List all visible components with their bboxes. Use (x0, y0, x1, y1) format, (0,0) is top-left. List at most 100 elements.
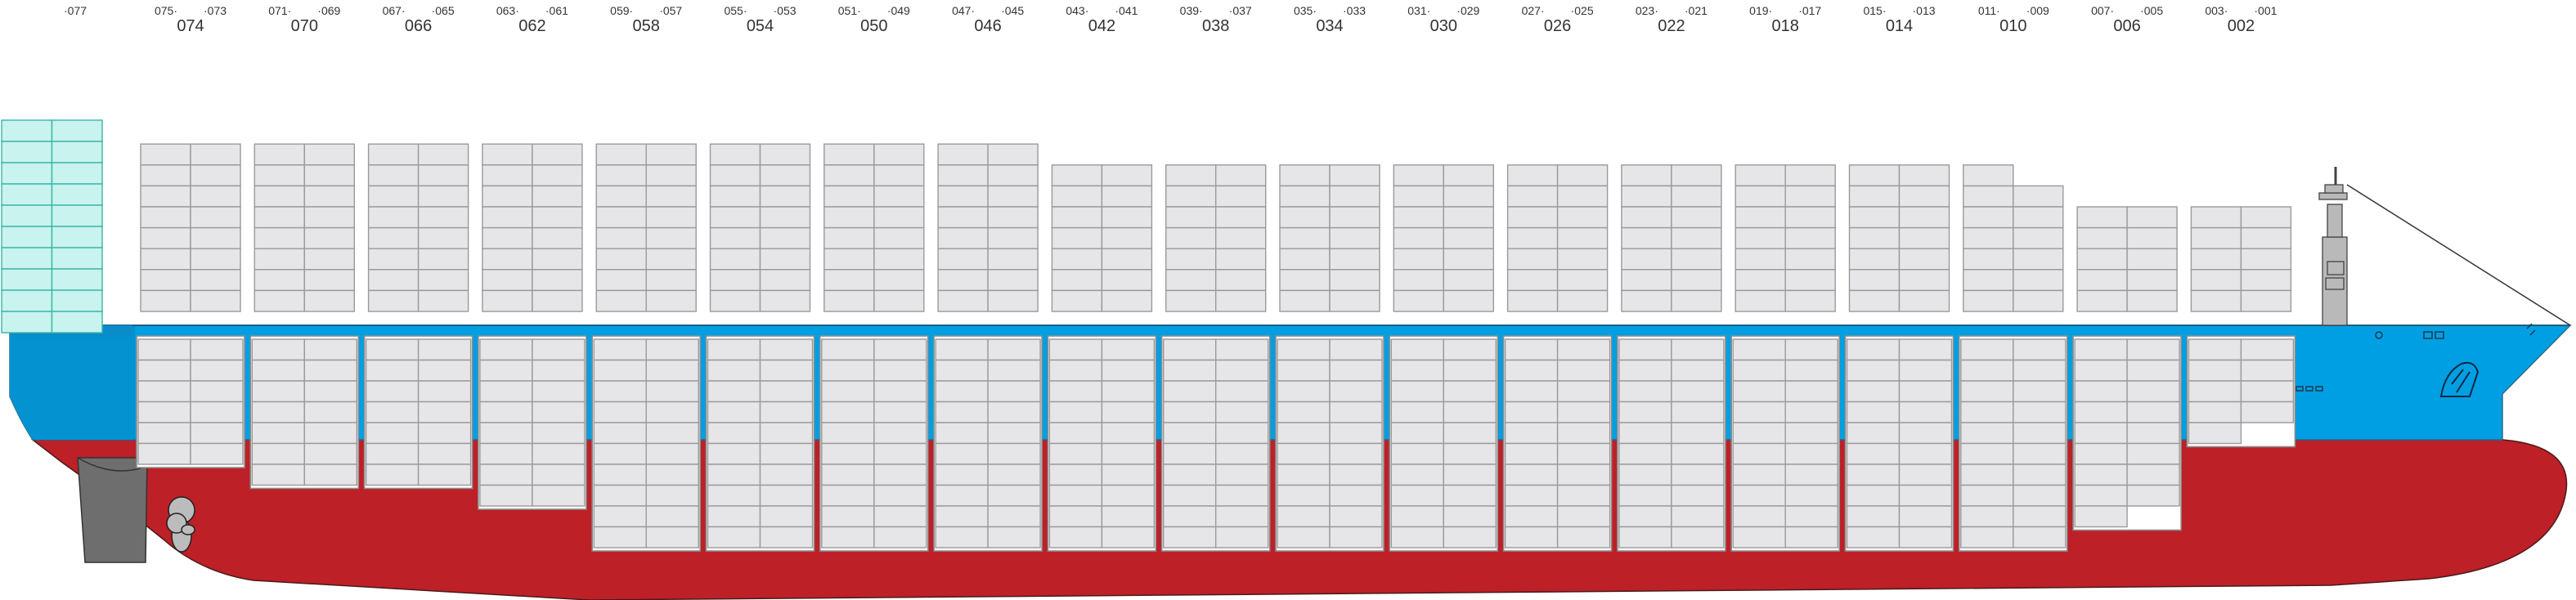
hold-container (1390, 526, 1445, 549)
deck-container (937, 248, 989, 271)
hold-container (645, 526, 699, 549)
hold-container (593, 338, 647, 361)
deck-container (1735, 206, 1786, 229)
hold-stack (478, 335, 587, 510)
hold-container (707, 401, 761, 423)
hold-container (1618, 380, 1672, 403)
hold-container (1556, 505, 1611, 528)
deck-container (645, 248, 697, 271)
deck-container (987, 269, 1039, 292)
deck-container (1051, 269, 1103, 292)
bridge-deck-window (1, 183, 53, 206)
hold-container (1390, 484, 1445, 507)
bridge-deck-window (51, 119, 103, 142)
bay-label-odd-left: 063· (496, 4, 519, 17)
deck-container (1101, 206, 1153, 229)
hold-container (821, 442, 875, 465)
deck-container (1735, 164, 1786, 187)
bay-label-even: 034 (1316, 17, 1343, 35)
deck-container (140, 206, 191, 229)
hold-container (593, 505, 647, 528)
deck-container (1963, 248, 2014, 271)
hold-container (1556, 422, 1611, 445)
bay-label-even: 074 (177, 17, 204, 35)
deck-container (824, 289, 875, 312)
hold-container (190, 401, 244, 423)
deck-container (873, 143, 925, 166)
hold-stack (933, 335, 1043, 552)
hold-container (1898, 338, 1953, 361)
hold-container (1329, 505, 1383, 528)
hold-container (935, 505, 989, 528)
bay-label-odd-right: ·061 (545, 4, 568, 17)
deck-container (1671, 164, 1722, 187)
deck-stack (1279, 164, 1380, 312)
bay-label-odd-left: 015· (1863, 4, 1886, 17)
deck-container (482, 185, 533, 208)
hold-container (1671, 526, 1725, 549)
deck-container (1671, 248, 1722, 271)
hold-container (935, 442, 989, 465)
hold-container (1504, 422, 1559, 445)
hold-container (593, 380, 647, 403)
hold-container (1443, 401, 1497, 423)
deck-container (1443, 226, 1495, 249)
deck-stack (482, 143, 583, 312)
bay-label-odd-left: 051· (838, 4, 861, 17)
hold-container (1732, 359, 1786, 382)
hold-container (1390, 401, 1445, 423)
deck-container (987, 185, 1039, 208)
hold-container (2013, 380, 2067, 403)
deck-container (1393, 269, 1445, 292)
bay-label-odd-right: ·049 (887, 4, 910, 17)
hold-container (251, 463, 305, 486)
hold-stack (819, 335, 929, 552)
deck-container (190, 185, 241, 208)
hold-container (1048, 505, 1103, 528)
hold-container (1960, 338, 2014, 361)
hold-container (1618, 359, 1672, 382)
deck-stack (709, 143, 811, 312)
hold-container (137, 359, 191, 382)
hold-container (365, 380, 420, 403)
deck-container (1279, 226, 1331, 249)
hold-container (365, 359, 420, 382)
deck-container (140, 248, 191, 271)
deck-stack (1621, 164, 1722, 312)
hold-container (1101, 338, 1156, 361)
deck-container (1329, 289, 1380, 312)
hold-container (1960, 505, 2014, 528)
hold-container (1277, 359, 1331, 382)
deck-container (190, 164, 241, 187)
hold-container (1898, 401, 1953, 423)
hold-container (1329, 463, 1383, 486)
hold-container (645, 401, 699, 423)
hold-container (821, 422, 875, 445)
deck-stack (254, 143, 355, 312)
deck-container (873, 289, 925, 312)
hold-container (1390, 505, 1445, 528)
deck-stack (1848, 164, 1950, 312)
deck-container (367, 143, 420, 166)
deck-container (254, 289, 305, 312)
hold-container (1618, 401, 1672, 423)
bay-label-odd-right: ·053 (774, 4, 797, 17)
hold-container (593, 422, 647, 445)
hold-container (1443, 484, 1497, 507)
deck-container (1279, 206, 1331, 229)
hold-container (1214, 484, 1269, 507)
hold-container (2188, 359, 2242, 382)
hold-container (759, 401, 814, 423)
deck-container (1506, 269, 1559, 292)
hold-container (759, 484, 814, 507)
hold-container (987, 359, 1041, 382)
deck-container (1051, 289, 1103, 312)
hold-container (1162, 484, 1217, 507)
deck-container (595, 269, 647, 292)
hold-container (1214, 505, 1269, 528)
hold-container (1048, 359, 1103, 382)
hold-stack (2072, 335, 2182, 531)
hold-container (821, 359, 875, 382)
hold-container (1784, 359, 1838, 382)
hold-container (303, 380, 357, 403)
